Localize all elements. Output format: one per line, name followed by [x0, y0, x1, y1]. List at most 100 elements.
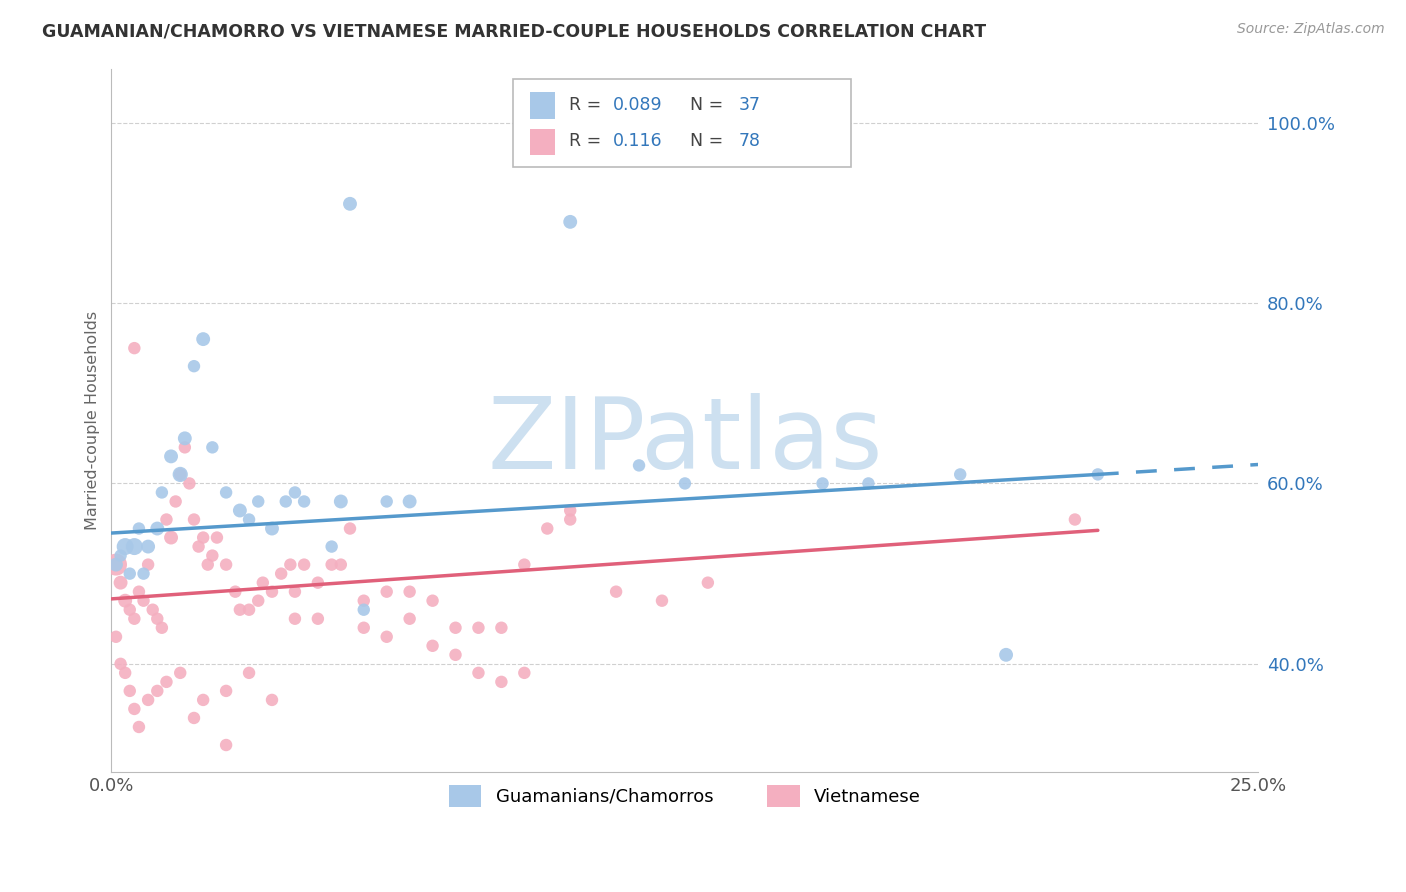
Point [169, 467, 191, 482]
Point [128, 522, 150, 536]
Point [215, 485, 238, 500]
Point [375, 494, 398, 508]
Text: R =: R = [569, 96, 607, 114]
Point [197, 558, 219, 572]
Point [491, 674, 513, 689]
Point [284, 584, 307, 599]
Point [215, 558, 238, 572]
Point [513, 665, 536, 680]
Point [124, 540, 146, 554]
Point [183, 711, 205, 725]
Point [118, 684, 141, 698]
Point [105, 558, 128, 572]
Point [398, 584, 420, 599]
Point [132, 566, 155, 581]
Point [444, 648, 467, 662]
Text: GUAMANIAN/CHAMORRO VS VIETNAMESE MARRIED-COUPLE HOUSEHOLDS CORRELATION CHART: GUAMANIAN/CHAMORRO VS VIETNAMESE MARRIED… [42, 22, 986, 40]
Legend: Guamanians/Chamorros, Vietnamese: Guamanians/Chamorros, Vietnamese [440, 776, 931, 816]
Point [110, 657, 132, 671]
Point [247, 494, 270, 508]
Point [160, 450, 183, 464]
Point [560, 215, 582, 229]
Point [628, 458, 651, 473]
Point [949, 467, 972, 482]
Point [270, 566, 292, 581]
Point [146, 612, 169, 626]
Point [165, 494, 187, 508]
Point [238, 603, 260, 617]
Point [321, 540, 343, 554]
Text: 37: 37 [738, 96, 761, 114]
Point [696, 575, 718, 590]
Point [114, 593, 136, 607]
Point [169, 467, 191, 482]
Point [105, 630, 128, 644]
Point [260, 693, 283, 707]
Point [284, 612, 307, 626]
Point [353, 603, 375, 617]
Point [193, 693, 215, 707]
Point [247, 593, 270, 607]
Point [329, 558, 352, 572]
Text: 0.089: 0.089 [613, 96, 662, 114]
Point [215, 738, 238, 752]
Point [193, 531, 215, 545]
Point [146, 522, 169, 536]
Point [339, 522, 361, 536]
Point [142, 603, 165, 617]
Point [274, 494, 297, 508]
Point [124, 341, 146, 355]
Point [173, 441, 195, 455]
Point [467, 621, 489, 635]
Point [491, 621, 513, 635]
Point [673, 476, 696, 491]
Point [215, 684, 238, 698]
Point [284, 485, 307, 500]
Point [811, 476, 834, 491]
Point [128, 720, 150, 734]
Point [229, 603, 252, 617]
Point [560, 512, 582, 526]
FancyBboxPatch shape [513, 79, 851, 167]
Point [110, 549, 132, 563]
Point [353, 621, 375, 635]
Point [238, 665, 260, 680]
Point [179, 476, 201, 491]
Point [173, 431, 195, 445]
Point [183, 512, 205, 526]
Point [150, 485, 173, 500]
Point [858, 476, 880, 491]
Point [146, 684, 169, 698]
Point [118, 603, 141, 617]
Point [114, 540, 136, 554]
Point [605, 584, 627, 599]
Text: Source: ZipAtlas.com: Source: ZipAtlas.com [1237, 22, 1385, 37]
Point [292, 558, 315, 572]
Point [260, 584, 283, 599]
Point [124, 612, 146, 626]
Point [118, 566, 141, 581]
Point [560, 503, 582, 517]
Point [353, 593, 375, 607]
Point [201, 441, 224, 455]
Point [422, 593, 444, 607]
Point [124, 702, 146, 716]
Point [136, 558, 159, 572]
Point [201, 549, 224, 563]
Text: N =: N = [689, 132, 728, 150]
Point [398, 494, 420, 508]
Point [260, 522, 283, 536]
Point [160, 531, 183, 545]
Point [651, 593, 673, 607]
Point [1064, 512, 1087, 526]
Text: ZIPatlas: ZIPatlas [486, 392, 883, 490]
Point [193, 332, 215, 346]
Point [136, 693, 159, 707]
Point [110, 575, 132, 590]
Point [444, 621, 467, 635]
Point [155, 512, 177, 526]
Point [155, 674, 177, 689]
Point [329, 494, 352, 508]
Point [398, 612, 420, 626]
Text: R =: R = [569, 132, 607, 150]
